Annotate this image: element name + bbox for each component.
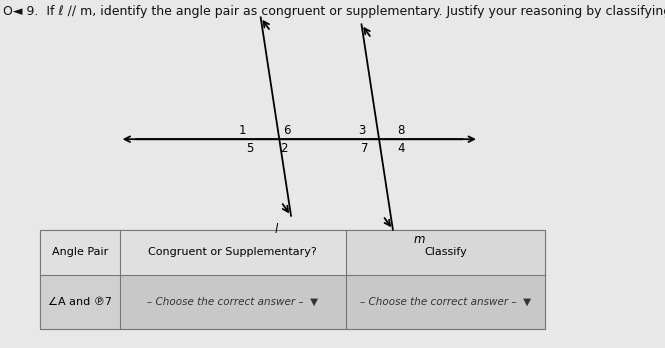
Text: ∠A and ℗7: ∠A and ℗7 <box>48 297 112 307</box>
Bar <box>40 230 545 329</box>
Text: m: m <box>414 233 425 246</box>
Text: l: l <box>275 223 277 236</box>
Text: Classify: Classify <box>424 247 467 257</box>
Bar <box>346 230 545 275</box>
Bar <box>40 230 545 329</box>
Text: Congruent or Supplementary?: Congruent or Supplementary? <box>148 247 317 257</box>
Bar <box>346 275 545 329</box>
Text: – Choose the correct answer –  ▼: – Choose the correct answer – ▼ <box>147 297 319 307</box>
Text: 1: 1 <box>239 124 247 137</box>
Text: – Choose the correct answer –  ▼: – Choose the correct answer – ▼ <box>360 297 531 307</box>
Bar <box>120 275 346 329</box>
Bar <box>40 275 120 329</box>
Text: 7: 7 <box>360 142 368 155</box>
Bar <box>40 230 120 275</box>
Text: 3: 3 <box>358 124 365 137</box>
Text: 4: 4 <box>397 142 405 155</box>
Text: Angle Pair: Angle Pair <box>52 247 108 257</box>
Text: 6: 6 <box>283 124 291 137</box>
Text: 5: 5 <box>246 142 254 155</box>
Text: O◄ 9.  If ℓ ∕∕ m, identify the angle pair as congruent or supplementary. Justify: O◄ 9. If ℓ ∕∕ m, identify the angle pair… <box>3 5 665 18</box>
Text: 8: 8 <box>397 124 405 137</box>
Bar <box>120 230 346 275</box>
Text: 2: 2 <box>280 142 287 155</box>
